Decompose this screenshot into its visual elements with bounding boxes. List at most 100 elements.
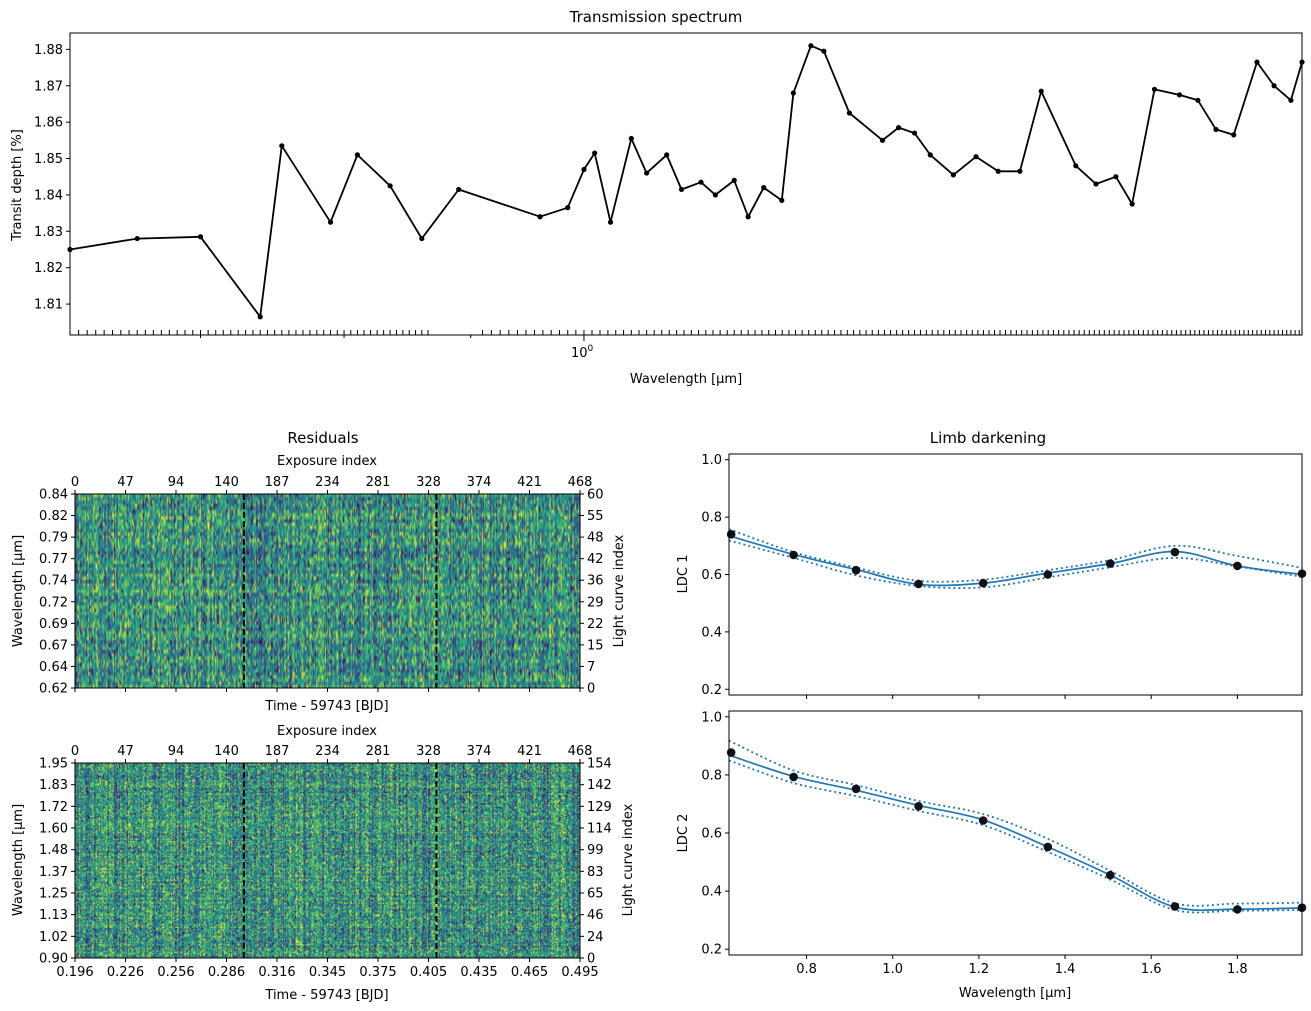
heatmap-ytick-label: 0.64 [39, 660, 68, 675]
heatmap-ytick-label: 0.82 [39, 509, 68, 524]
ldc-ytick-label: 0.6 [701, 827, 722, 842]
spectrum-point [387, 183, 393, 189]
spectrum-point [995, 168, 1001, 174]
spectrum-line [69, 44, 1303, 318]
heatmap-top-tick-label: 281 [366, 475, 391, 490]
ldc-point [978, 578, 988, 588]
spectrum-point [731, 177, 737, 183]
spectrum-title: Transmission spectrum [569, 8, 743, 26]
heatmap-right-tick-label: 24 [587, 930, 604, 945]
heatmap-top-tick-label: 374 [467, 744, 492, 759]
spectrum-point [134, 235, 140, 242]
spectrum-point [1176, 92, 1183, 98]
heatmap-top-tick-label: 187 [265, 744, 290, 759]
ldc-point [789, 550, 798, 560]
heatmap-ytick-label: 0.69 [39, 617, 68, 632]
heatmap-top-tick-label: 0 [71, 475, 79, 490]
spectrum-point [1195, 97, 1201, 103]
spectrum-ytick-label: 1.84 [34, 188, 63, 203]
heatmap-right-tick-label: 46 [587, 908, 604, 923]
spectrum-point [1038, 88, 1044, 94]
spectrum-point [779, 197, 785, 203]
heatmap-right-tick-label: 65 [587, 887, 604, 902]
heatmap-ytick-label: 1.60 [39, 822, 68, 837]
heatmap-right-tick-label: 129 [587, 800, 612, 815]
ldc-ytick-label: 0.4 [701, 885, 722, 900]
ldc1-panel: Limb darkening 0.2 0.4 0.6 0.8 1.0 LDC 1 [676, 429, 1307, 699]
spectrum-point [911, 130, 918, 136]
heatmap-bottom-tick-label: 0.256 [157, 965, 194, 980]
ldc-point [726, 748, 736, 757]
residuals-top-vlines [242, 494, 438, 688]
heatmap-top-tick-label: 374 [467, 475, 492, 490]
ldc-point [1233, 561, 1242, 571]
spectrum-point [581, 166, 587, 173]
heatmap-right-tick-label: 36 [587, 574, 604, 589]
heatmap-top-tick-label: 328 [416, 475, 441, 490]
ldc-point [1170, 902, 1180, 911]
ldc-point [978, 816, 988, 825]
ldc1-ylabel: LDC 1 [676, 555, 691, 594]
spectrum-ytick-label: 1.85 [34, 152, 63, 167]
ldc2-panel: 0.2 0.4 0.6 0.8 1.0 0.8 1.0 1.2 1.4 1.6 1.8 Wavele… [676, 710, 1307, 1001]
spectrum-point [644, 170, 650, 176]
heatmap-ytick-label: 1.95 [39, 757, 68, 772]
ldc-point [726, 530, 736, 539]
spectrum-point [1231, 132, 1237, 138]
ldc2-axes: 0.2 0.4 0.6 0.8 1.0 0.8 1.0 1.2 1.4 1.6 1.8 [701, 710, 1247, 977]
heatmap-right-tick-label: 60 [587, 488, 604, 503]
ldc-uncertainty-line [728, 739, 1303, 907]
ldc-xtick-label: 0.8 [796, 962, 817, 977]
residuals-top-right-ylabel: Light curve index [612, 534, 627, 647]
spectrum-frame [69, 32, 1303, 336]
spectrum-point [846, 110, 852, 116]
ldc-point [789, 772, 798, 782]
spectrum-point [808, 43, 814, 49]
heatmap-ytick-label: 0.74 [39, 574, 68, 589]
ldc2-series [726, 739, 1307, 914]
spectrum-xtick-major: 100 [571, 344, 594, 361]
residuals-top-ylabel: Wavelength [μm] [11, 535, 26, 647]
heatmap-right-tick-label: 114 [587, 822, 612, 837]
residuals-bottom-panel: Exposure index 0.90 1.02 1.13 1.25 1.37 1.48 1… [11, 724, 636, 1003]
spectrum-point [279, 143, 285, 149]
heatmap-ytick-label: 1.25 [39, 887, 68, 902]
ldc-ytick-label: 0.8 [701, 511, 722, 526]
residuals-bottom-xlabel: Time - 59743 [BJD] [264, 988, 388, 1003]
heatmap-right-tick-label: 48 [587, 531, 604, 546]
ldc2-ylabel: LDC 2 [676, 814, 691, 853]
heatmap-right-tick-label: 0 [587, 682, 595, 697]
spectrum-point [790, 90, 796, 96]
ldc-point [1043, 570, 1053, 579]
residuals-top-panel: Residuals Exposure index 0.620.640.670.6… [11, 429, 627, 714]
spectrum-series [67, 43, 1305, 320]
spectrum-point [592, 150, 598, 156]
spectrum-ytick-label: 1.87 [34, 79, 63, 94]
ldc-uncertainty-line [728, 759, 1303, 914]
heatmap-right-tick-label: 22 [587, 617, 604, 632]
heatmap-ytick-label: 1.02 [39, 930, 68, 945]
spectrum-point [1213, 126, 1219, 133]
spectrum-point [1151, 86, 1158, 92]
spectrum-point [973, 154, 979, 160]
spectrum-point [456, 186, 462, 193]
spectrum-ytick-label: 1.83 [34, 225, 63, 240]
heatmap-ytick-label: 1.83 [39, 778, 68, 793]
spectrum-panel: Transmission spectrum 1.811.821.831.841.… [10, 8, 1305, 387]
heatmap-bottom-tick-label: 0.495 [561, 965, 598, 980]
heatmap-right-tick-label: 29 [587, 595, 604, 610]
residuals-title: Residuals [287, 429, 358, 447]
residuals-top-axes: 0.62 0.64 0.67 0.69 0.72 0.74 0.77 0.79 0.82 0.84… [39, 475, 604, 697]
ldc-point [851, 784, 861, 794]
spectrum-point [879, 137, 886, 143]
spectrum-ytick-label: 1.88 [34, 43, 63, 58]
heatmap-bottom-tick-label: 0.196 [56, 965, 93, 980]
heatmap-right-tick-label: 0 [587, 952, 595, 967]
spectrum-point [761, 185, 767, 191]
heatmap-bottom-tick-label: 0.226 [107, 965, 144, 980]
heatmap-ytick-label: 0.67 [39, 638, 68, 653]
spectrum-point [1288, 97, 1294, 103]
spectrum-point [257, 314, 263, 320]
ldc-xtick-label: 1.0 [882, 962, 903, 977]
ldc-point [914, 579, 923, 589]
